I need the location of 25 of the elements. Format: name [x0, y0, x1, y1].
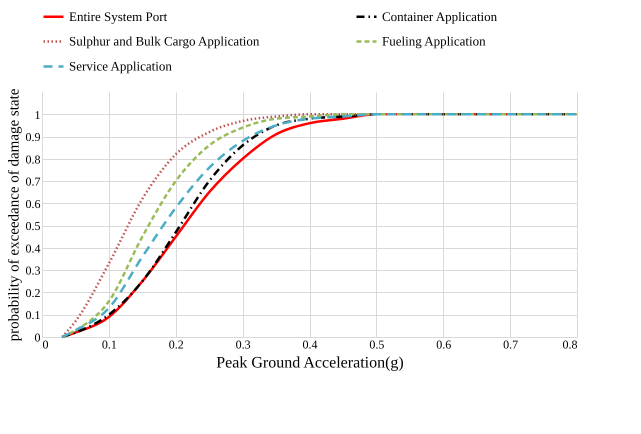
- x-tick-label: 0.8: [562, 338, 578, 352]
- y-tick-label: 0.5: [26, 219, 40, 234]
- x-tick-label: 0.4: [302, 338, 318, 352]
- x-tick-label: 0.6: [436, 338, 452, 352]
- y-tick-label: 0.8: [26, 152, 40, 166]
- x-tick-label: 0.7: [503, 338, 518, 352]
- y-tick-label: 0.2: [26, 286, 40, 300]
- y-tick-label: 0.6: [26, 196, 40, 211]
- y-tick-label: 0.4: [26, 241, 40, 256]
- legend-label: Service Application: [69, 58, 172, 74]
- x-tick-label: 0.2: [168, 338, 184, 352]
- y-tick-label: 0.9: [26, 130, 40, 144]
- x-tick-label: 0.1: [102, 338, 117, 352]
- y-tick-label: 0.1: [26, 308, 40, 322]
- x-tick-label: 0.3: [236, 338, 251, 352]
- y-tick-label: 0.3: [26, 264, 40, 278]
- legend-label: Container Application: [382, 8, 498, 24]
- legend-label: Fueling Application: [382, 34, 486, 48]
- y-tick-label: 1: [34, 108, 40, 122]
- legend-label: Entire System Port: [69, 8, 168, 24]
- y-tick-label: 0.7: [26, 174, 40, 189]
- x-tick-label: 0.5: [369, 338, 384, 352]
- x-axis-title: Peak Ground Acceleration(g): [216, 354, 404, 372]
- y-axis-title: probability of exceedance of damage state: [6, 88, 22, 342]
- legend-label: Sulphur and Bulk Cargo Application: [69, 34, 260, 48]
